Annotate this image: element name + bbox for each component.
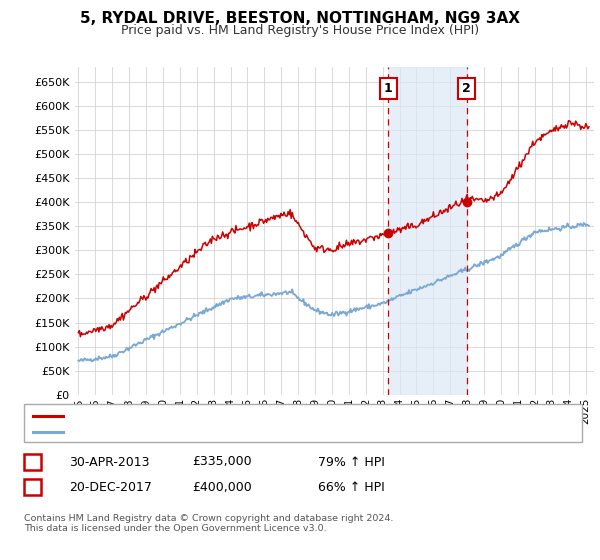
Text: Price paid vs. HM Land Registry's House Price Index (HPI): Price paid vs. HM Land Registry's House … xyxy=(121,24,479,37)
Text: 30-APR-2013: 30-APR-2013 xyxy=(69,455,149,469)
Text: 66% ↑ HPI: 66% ↑ HPI xyxy=(318,480,385,494)
Text: 1: 1 xyxy=(384,82,392,95)
Text: 5, RYDAL DRIVE, BEESTON, NOTTINGHAM, NG9 3AX (detached house): 5, RYDAL DRIVE, BEESTON, NOTTINGHAM, NG9… xyxy=(67,410,449,421)
Text: Contains HM Land Registry data © Crown copyright and database right 2024.
This d: Contains HM Land Registry data © Crown c… xyxy=(24,514,394,533)
Text: 1: 1 xyxy=(28,455,37,469)
Text: 2: 2 xyxy=(463,82,471,95)
Text: £335,000: £335,000 xyxy=(192,455,251,469)
Text: 2: 2 xyxy=(28,480,37,494)
Text: 79% ↑ HPI: 79% ↑ HPI xyxy=(318,455,385,469)
Text: 5, RYDAL DRIVE, BEESTON, NOTTINGHAM, NG9 3AX: 5, RYDAL DRIVE, BEESTON, NOTTINGHAM, NG9… xyxy=(80,11,520,26)
Bar xyxy=(388,67,467,395)
Text: 20-DEC-2017: 20-DEC-2017 xyxy=(69,480,152,494)
Text: HPI: Average price, detached house, Broxtowe: HPI: Average price, detached house, Brox… xyxy=(67,427,321,437)
Text: £400,000: £400,000 xyxy=(192,480,252,494)
